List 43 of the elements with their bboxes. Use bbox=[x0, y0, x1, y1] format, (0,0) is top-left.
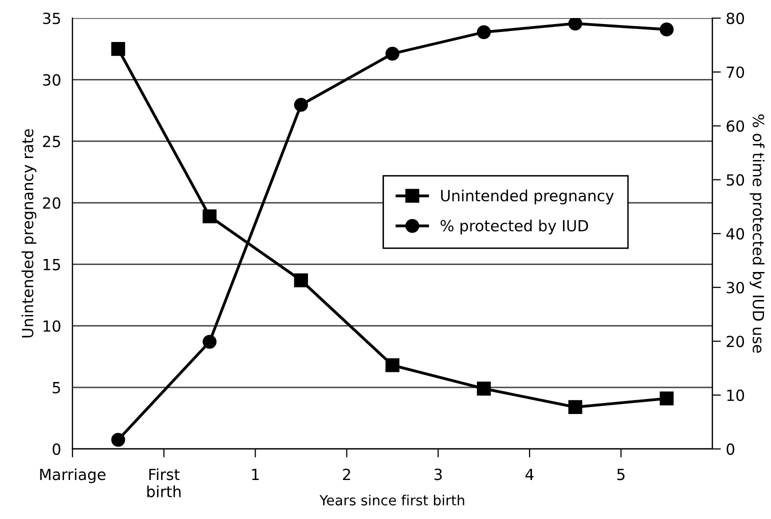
y2-tick-label: 30 bbox=[726, 282, 744, 294]
y-tick-label: 30 bbox=[43, 74, 60, 86]
point bbox=[476, 25, 491, 40]
legend-label: Unintended pregnancy bbox=[441, 190, 614, 204]
y2-tick-label: 60 bbox=[726, 120, 744, 132]
point bbox=[476, 382, 491, 396]
y2-tick-label: 80 bbox=[726, 12, 744, 24]
y2-tick-label: 10 bbox=[727, 390, 744, 402]
y-tick-label: 15 bbox=[44, 258, 60, 270]
point bbox=[294, 98, 308, 112]
x-tick-label: First birth bbox=[147, 468, 181, 498]
y2-tick-label: 50 bbox=[726, 174, 744, 186]
point bbox=[660, 22, 674, 36]
y2-tick-label: 70 bbox=[726, 66, 744, 78]
x-tick-label: 4 bbox=[525, 468, 534, 480]
legend-label: % protected by IUD bbox=[440, 220, 588, 234]
y2-tick-label: 0 bbox=[726, 443, 734, 455]
y-tick-label: 10 bbox=[44, 320, 60, 332]
point bbox=[294, 273, 308, 288]
y2-axis-title: % of time protected by IUD use bbox=[750, 114, 764, 353]
point bbox=[202, 209, 217, 224]
point bbox=[111, 42, 126, 56]
x-tick-label: Marriage bbox=[40, 468, 106, 484]
x-tick-label: 3 bbox=[434, 468, 442, 480]
point bbox=[202, 334, 217, 349]
point bbox=[568, 400, 582, 414]
point bbox=[385, 46, 400, 61]
y-tick-label: 35 bbox=[43, 12, 60, 24]
point bbox=[111, 432, 126, 447]
x-tick-label: 5 bbox=[617, 468, 625, 480]
x-tick-label: 2 bbox=[342, 468, 350, 480]
x-tick-label: 1 bbox=[252, 468, 259, 480]
point bbox=[385, 358, 400, 372]
y-tick-label: 20 bbox=[43, 197, 60, 209]
y-tick-label: 5 bbox=[52, 382, 60, 394]
point bbox=[660, 392, 674, 406]
y2-tick-label: 20 bbox=[726, 336, 744, 348]
x-axis-title: Years since first birth bbox=[320, 494, 464, 506]
y-tick-label: 0 bbox=[52, 443, 60, 455]
y-axis-title: Unintended pregnancy rate bbox=[22, 129, 36, 338]
point bbox=[568, 18, 582, 30]
y2-tick-label: 40 bbox=[726, 228, 744, 240]
y-tick-label: 25 bbox=[43, 136, 60, 148]
